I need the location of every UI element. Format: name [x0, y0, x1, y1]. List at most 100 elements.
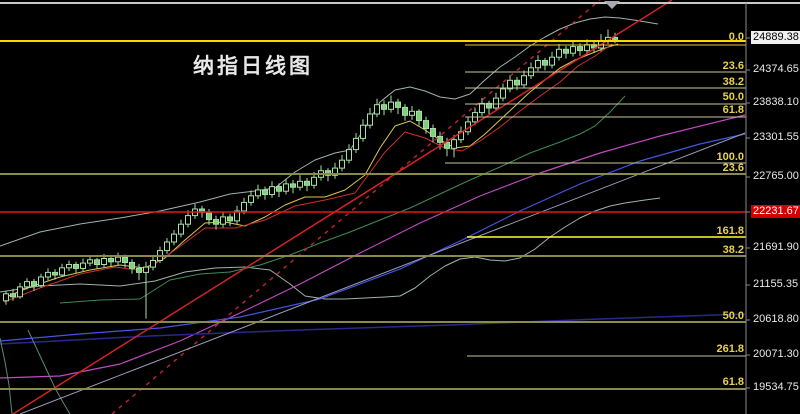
- candle-up: [570, 41, 576, 57]
- dashed-red-trendline: [111, 0, 601, 414]
- fib-level-label: 50.0: [722, 91, 744, 103]
- fib-level-label: 50.0: [722, 310, 744, 322]
- candle-up: [465, 116, 471, 136]
- high-price-label: 24889.38: [751, 31, 800, 44]
- candle-down: [276, 183, 282, 198]
- candle-up: [388, 95, 394, 113]
- candle-down: [10, 288, 16, 301]
- band-tail-left-1: [0, 337, 13, 414]
- candle-down: [563, 46, 569, 59]
- candle-up: [171, 230, 177, 246]
- candle-down: [304, 178, 310, 192]
- candle-up: [185, 210, 191, 228]
- candle-up: [143, 261, 149, 319]
- fib-level-label: 23.6: [722, 162, 744, 174]
- fib-level-label: 61.8: [722, 376, 744, 388]
- candle-up: [346, 144, 352, 164]
- candle-down: [52, 269, 58, 280]
- candle-up: [353, 133, 359, 153]
- candle-down: [94, 257, 100, 270]
- candle-down: [290, 180, 296, 194]
- candle-up: [374, 98, 380, 118]
- candle-down: [108, 256, 114, 267]
- axis-price-label: 23838.10: [753, 96, 799, 108]
- candle-up: [38, 273, 44, 288]
- candle-down: [416, 109, 422, 126]
- candle-up: [66, 260, 72, 272]
- candle-up: [556, 44, 562, 61]
- axis-price-label: 19534.75: [753, 381, 799, 393]
- candle-up: [458, 126, 464, 143]
- candle-up: [297, 175, 303, 191]
- candle-up: [164, 238, 170, 254]
- candle-down: [129, 259, 135, 274]
- candle-up: [87, 255, 93, 267]
- axis-price-label: 21155.35: [753, 278, 799, 290]
- candle-up: [115, 252, 121, 266]
- candle-up: [535, 55, 541, 72]
- candle-up: [500, 83, 506, 102]
- candle-up: [248, 190, 254, 206]
- candle-down: [227, 213, 233, 227]
- candle-down: [486, 100, 492, 114]
- candle-down: [381, 100, 387, 116]
- candle-down: [262, 186, 268, 200]
- candle-up: [507, 75, 513, 93]
- ma-magenta: [0, 114, 746, 379]
- axis-price-label: 20618.80: [753, 313, 799, 325]
- ma-navy: [0, 313, 746, 345]
- candle-up: [45, 268, 51, 281]
- price-axis[interactable]: 24889.38 24374.65 23838.10 23301.55 22765.00…: [746, 0, 800, 414]
- fib-level-label: 61.8: [722, 104, 744, 116]
- candle-down: [31, 279, 37, 291]
- lower-bollinger: [0, 197, 661, 300]
- candle-up: [451, 135, 457, 158]
- candle-up: [409, 106, 415, 120]
- candle-up: [178, 219, 184, 238]
- candle-up: [150, 256, 156, 271]
- candle-up: [3, 290, 9, 305]
- pale-trendline: [19, 132, 746, 414]
- fib-level-label: 161.8: [716, 225, 744, 237]
- candle-up: [59, 263, 65, 277]
- candle-down: [423, 116, 429, 134]
- candle-down: [430, 124, 436, 143]
- candle-up: [360, 119, 366, 142]
- axis-price-label: 20071.30: [753, 348, 799, 360]
- candle-up: [17, 282, 23, 299]
- candle-up: [283, 178, 289, 195]
- fib-level-label: 38.2: [722, 244, 744, 256]
- candle-up: [521, 70, 527, 89]
- candle-up: [269, 181, 275, 198]
- fib-level-label: 0.0: [728, 31, 744, 43]
- candle-up: [80, 258, 86, 272]
- fib-level-label: 261.8: [716, 343, 744, 355]
- candle-up: [479, 98, 485, 116]
- candle-down: [402, 104, 408, 121]
- candle-down: [542, 57, 548, 71]
- candle-up: [220, 211, 226, 228]
- upper-bollinger: [0, 16, 659, 247]
- candle-down: [136, 263, 142, 281]
- candle-up: [549, 51, 555, 69]
- ma-green: [59, 95, 626, 304]
- candle-up: [332, 162, 338, 179]
- fib-level-label: 100.0: [716, 151, 744, 163]
- fib-level-label: 38.2: [722, 76, 744, 88]
- chart-title: 纳指日线图: [193, 55, 313, 78]
- solid-red-trendline: [12, 0, 673, 414]
- axis-price-label: 21691.90: [753, 241, 799, 253]
- down-arrow-marker: [604, 1, 620, 9]
- candle-up: [255, 184, 261, 200]
- candle-up: [493, 92, 499, 112]
- candle-down: [73, 261, 79, 273]
- axis-price-label: 24374.65: [753, 63, 799, 75]
- candle-up: [367, 108, 373, 129]
- candle-up: [528, 62, 534, 79]
- fib-level-label: 23.6: [722, 60, 744, 72]
- candle-up: [339, 154, 345, 172]
- candle-up: [24, 278, 30, 290]
- candle-down: [213, 215, 219, 230]
